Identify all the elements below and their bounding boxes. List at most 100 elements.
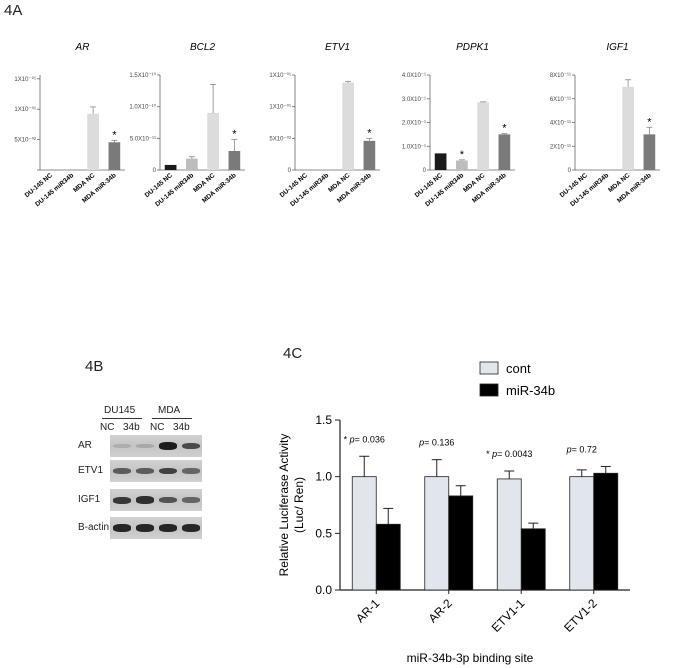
- blot-band: [182, 524, 200, 532]
- y-tick-label: 1X10⁻⁰¹: [14, 76, 36, 83]
- y-tick-label: 5X10⁻⁰²: [269, 135, 291, 142]
- blot-band: [113, 468, 131, 474]
- p-value: p= 0.136: [418, 438, 454, 448]
- y-tick-label: 0: [288, 168, 292, 174]
- bar: [477, 102, 489, 170]
- significance-star: *: [647, 116, 652, 128]
- p-value-p: p: [491, 449, 497, 459]
- p-value-star: *: [344, 434, 350, 444]
- chart-4a-5: IGF1 0 2X10⁻¹¹ 4X10⁻¹¹ 6X10⁻¹¹ 8X10⁻¹¹ DU-145 …: [550, 42, 660, 208]
- category-label: AR-2: [426, 596, 455, 625]
- p-value-text: = 0.036: [355, 434, 385, 444]
- y-tick-label: 1.0: [315, 470, 332, 484]
- category-label: ETV1-2: [561, 596, 600, 635]
- blot-band: [182, 442, 200, 450]
- bar: [342, 82, 354, 170]
- blot-band: [113, 496, 131, 504]
- bar: [375, 523, 401, 591]
- legend-swatch: [479, 383, 499, 397]
- y-tick-label: 6X10⁻¹¹: [550, 97, 571, 103]
- bar: [87, 113, 99, 170]
- blot-band: [136, 524, 154, 532]
- blot-band: [159, 496, 177, 504]
- blot-band: [113, 524, 131, 532]
- bar: [363, 140, 376, 170]
- p-value: * p= 0.0043: [486, 449, 532, 459]
- p-value-p: p: [349, 434, 355, 444]
- p-value: * p= 0.036: [344, 434, 385, 444]
- chart-title: ETV1: [325, 42, 350, 53]
- blot-band: [159, 442, 177, 450]
- y-tick-label: 4X10⁻¹¹: [550, 121, 571, 127]
- y-axis-label: Relative Luciferase Activity(Luc/ Ren): [277, 434, 306, 577]
- y-tick-label: 0: [568, 168, 572, 174]
- blot-band: [113, 444, 131, 448]
- panel-label-4b: 4B: [85, 358, 104, 375]
- blot-band: [182, 468, 200, 474]
- blot-lane-3: NC: [150, 422, 165, 433]
- category-label: DU-145 miR34b: [424, 172, 465, 208]
- bar: [593, 472, 619, 591]
- bar: [448, 495, 474, 591]
- significance-star: *: [460, 149, 465, 161]
- p-value-star: *: [486, 449, 492, 459]
- y-tick-label: 0: [423, 168, 427, 174]
- y-tick-label: 0: [153, 168, 157, 174]
- legend-label: miR-34b: [506, 383, 555, 398]
- y-tick-label: 1X10⁻⁰¹: [269, 72, 291, 79]
- bar: [351, 476, 377, 591]
- blot-row-label: AR: [78, 440, 92, 451]
- significance-star: *: [112, 129, 117, 141]
- bar: [108, 142, 121, 170]
- bar: [424, 476, 450, 591]
- y-tick-label: 2X10⁻¹¹: [550, 144, 571, 150]
- blot-strip: [110, 489, 202, 511]
- western-blot: DU145 MDA NC 34b NC 34b AR ETV1 IGF1 B-acti…: [78, 405, 203, 545]
- luciferase-chart: 0.0 0.5 1.0 1.5 Relative Luciferase Activity…: [277, 361, 630, 665]
- chart-title: IGF1: [606, 42, 628, 53]
- blot-band: [159, 467, 177, 475]
- category-label: DU-145 miR34b: [289, 172, 330, 208]
- legend-label: cont: [506, 361, 531, 376]
- blot-lane-2: 34b: [123, 422, 140, 433]
- y-tick-label: 8X10⁻¹¹: [550, 73, 571, 79]
- y-tick-label: 1.0X10⁻¹⁰: [129, 104, 156, 111]
- bar: [228, 151, 241, 170]
- y-tick-label: 3.0X10⁻¹: [402, 97, 426, 103]
- y-tick-label: 5.0X10⁻¹¹: [130, 136, 156, 142]
- blot-band: [136, 468, 154, 474]
- y-tick-label: 1X10⁻⁰¹: [269, 104, 291, 111]
- significance-star: *: [232, 129, 237, 141]
- chart-title: BCL2: [190, 42, 215, 53]
- bar: [496, 478, 522, 591]
- y-axis-label-line2: (Luc/ Ren): [292, 477, 306, 533]
- y-tick-label: 4.0X10⁻¹: [402, 73, 426, 79]
- y-tick-label: 1.0X10⁻¹: [402, 144, 426, 150]
- y-tick-label: 5X10⁻⁰²: [14, 137, 36, 144]
- bar: [207, 113, 219, 170]
- bar: [622, 86, 634, 170]
- blot-group-line-du145: [102, 418, 142, 419]
- blot-band: [159, 524, 177, 532]
- y-tick-label: 2.0X10⁻¹: [402, 121, 426, 127]
- category-label: DU-145 miR34b: [569, 172, 610, 208]
- category-label: AR-1: [353, 596, 382, 625]
- chart-title: AR: [75, 42, 90, 53]
- blot-strip: [110, 435, 202, 457]
- y-tick-label: 0.5: [315, 526, 332, 540]
- bar: [434, 153, 447, 170]
- bar: [456, 160, 468, 170]
- blot-lane-1: NC: [100, 422, 115, 433]
- p-value-p: p: [566, 444, 572, 454]
- blot-band: [136, 444, 154, 448]
- y-tick-label: 1.5X10⁻¹⁰: [129, 72, 156, 79]
- bar: [164, 164, 177, 170]
- p-value-p: p: [418, 438, 424, 448]
- significance-star: *: [367, 127, 372, 139]
- bar: [520, 528, 546, 591]
- bar: [186, 158, 198, 170]
